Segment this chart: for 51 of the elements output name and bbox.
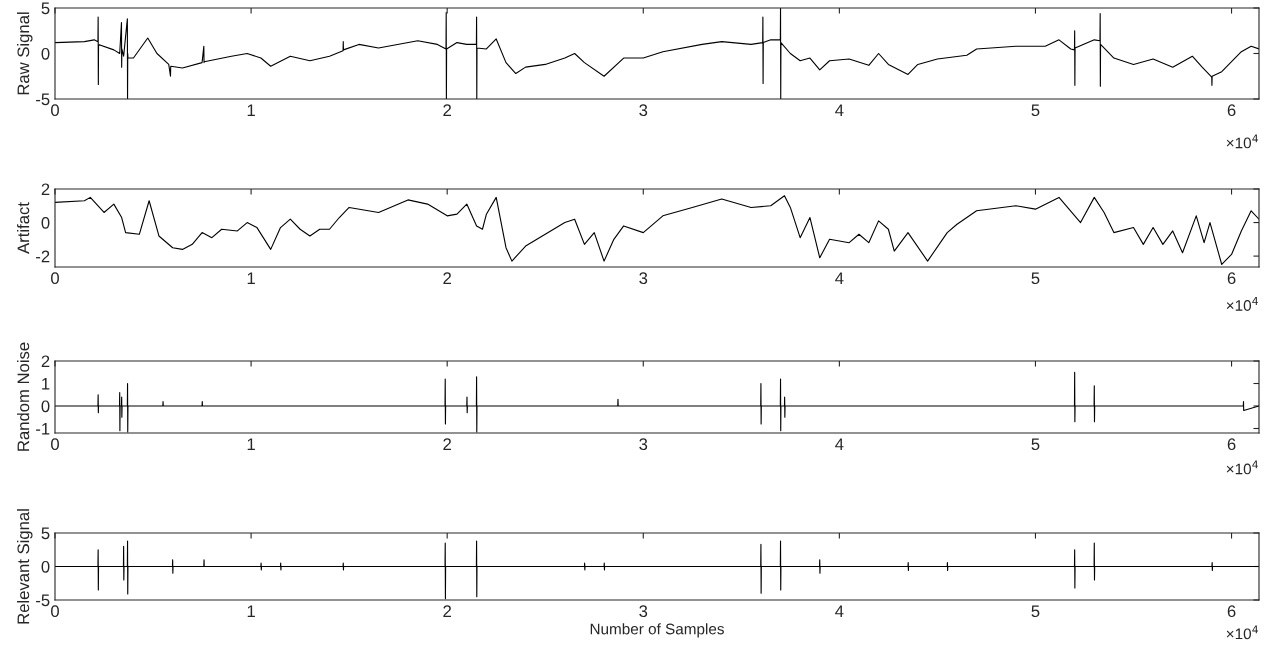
text: ×10$^{4}$ <box>1226 134 1258 149</box>
x-axis-title: Number of Samples <box>590 623 724 638</box>
x-tick-label: 6 <box>1227 104 1236 117</box>
y-axis-title: Raw Signal <box>17 12 33 95</box>
x-tick-label: 1 <box>247 104 255 116</box>
y-tick-label: 2 <box>41 183 50 196</box>
y-tick-label: 0 <box>41 47 50 60</box>
x-tick-label: 2 <box>443 605 451 617</box>
x-tick-label: 3 <box>639 605 648 618</box>
x-tick-label: 5 <box>1031 104 1040 117</box>
x-tick-label: 4 <box>835 438 844 450</box>
y-tick-label: 2 <box>41 355 50 368</box>
x-tick-label: 4 <box>835 272 844 284</box>
x-tick-label: 4 <box>835 104 844 116</box>
y-tick-label: 5 <box>41 2 50 15</box>
text: ×10$^{4}$ <box>1226 625 1258 640</box>
y-tick-label: -5 <box>36 93 50 106</box>
x-tick-label: 6 <box>1227 605 1236 618</box>
x-tick-label: 1 <box>247 605 255 617</box>
x-tick-label: 2 <box>443 438 451 450</box>
x-tick-label: 0 <box>51 605 59 618</box>
x-tick-label: 6 <box>1227 438 1236 451</box>
x-tick-label: 3 <box>639 104 648 117</box>
y-tick-label: 0 <box>41 400 50 413</box>
x-tick-label: 0 <box>51 438 59 451</box>
x-tick-label: 1 <box>247 438 255 450</box>
y-axis-title: Artifact <box>17 202 30 254</box>
text: ×10$^{4}$ <box>1226 460 1258 475</box>
x-tick-label: 6 <box>1227 272 1236 285</box>
x-tick-label: 3 <box>639 438 648 451</box>
x-tick-label: 0 <box>51 272 59 285</box>
x-tick-label: 2 <box>443 104 451 116</box>
x-tick-label: 1 <box>247 272 255 284</box>
y-tick-label: 0 <box>41 560 50 573</box>
x-tick-label: 5 <box>1031 438 1040 451</box>
y-axis-title: Relevant Signal <box>17 509 33 624</box>
x-tick-label: 4 <box>835 605 844 617</box>
x-tick-label: 2 <box>443 272 451 284</box>
y-tick-label: 0 <box>41 216 50 229</box>
y-tick-label: -5 <box>36 594 50 607</box>
y-tick-label: 5 <box>41 527 50 540</box>
y-tick-label: -1 <box>36 423 50 435</box>
x-tick-label: 5 <box>1031 605 1040 618</box>
x-tick-label: 3 <box>639 272 648 285</box>
x-tick-label: 5 <box>1031 272 1040 285</box>
x-tick-label: 0 <box>51 104 59 117</box>
line-series <box>55 8 1259 99</box>
y-tick-label: -2 <box>36 250 50 263</box>
text: ×10$^{4}$ <box>1226 297 1258 311</box>
y-axis-title: Random Noise <box>17 342 30 451</box>
y-tick-label: 1 <box>42 378 50 390</box>
